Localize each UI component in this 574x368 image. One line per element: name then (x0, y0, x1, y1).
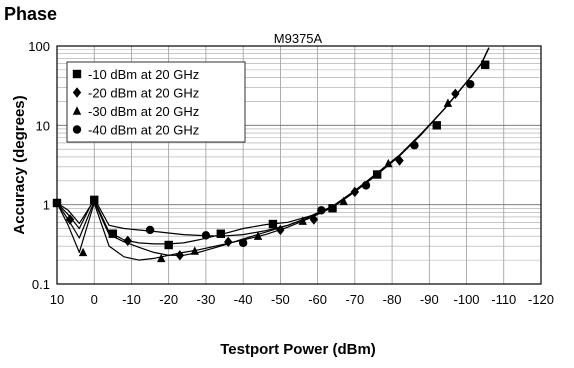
series-layer (52, 47, 490, 263)
x-tick-label: -120 (528, 292, 554, 307)
circle-marker (238, 238, 248, 248)
circle-marker (466, 79, 475, 89)
y-axis-label: Accuracy (degrees) (11, 95, 28, 234)
tick-labels: 10 0 -10 -20 -30 -40 -50 -60 -70 -80 -90 -100 -110 -1… (28, 39, 554, 307)
legend-label: -30 dBm at 20 GHz (88, 104, 199, 119)
diamond-marker (123, 235, 132, 247)
chart-subtitle: M9375A (274, 31, 323, 46)
legend-box (66, 61, 246, 143)
circle-marker (201, 231, 211, 240)
square-marker (328, 204, 337, 213)
square-marker (90, 195, 99, 205)
diamond-marker (72, 87, 82, 98)
legend: -10 dBm at 20 GHz -20 dBm at 20 GHz -30 dB… (66, 61, 246, 143)
series-4 (52, 47, 490, 248)
x-tick-label: -80 (383, 292, 402, 307)
y-tick-label: 10 (36, 118, 50, 133)
x-tick-label: -70 (345, 292, 364, 307)
chart-title: Phase (4, 4, 57, 24)
x-tick-label: -50 (271, 292, 290, 307)
x-tick-label: -30 (197, 292, 216, 307)
y-tick-label: 1 (43, 198, 50, 213)
triangle-marker (157, 253, 166, 263)
x-tick-label: 10 (50, 292, 64, 307)
diamond-marker (175, 250, 185, 261)
circle-marker (72, 125, 82, 134)
triangle-marker (298, 216, 307, 225)
circle-marker (410, 141, 419, 150)
x-tick-label: -20 (159, 292, 178, 307)
y-tick-label: 100 (28, 39, 50, 54)
diamond-marker (451, 88, 460, 99)
circle-marker (145, 225, 155, 235)
square-marker (108, 229, 118, 238)
circle-marker (361, 181, 371, 190)
x-tick-label: -10 (122, 292, 141, 307)
series-line (56, 47, 490, 237)
x-tick-label: -40 (234, 292, 253, 307)
diamond-marker (224, 236, 233, 248)
square-marker (216, 229, 226, 238)
x-tick-label: 0 (91, 292, 98, 307)
diamond-marker (65, 214, 75, 225)
legend-label: -20 dBm at 20 GHz (88, 86, 199, 101)
x-tick-label: -100 (454, 292, 480, 307)
square-marker (268, 219, 278, 229)
square-marker (480, 60, 490, 69)
square-marker (72, 69, 82, 79)
triangle-marker (78, 247, 88, 257)
square-marker (432, 121, 441, 130)
circle-marker (317, 206, 326, 215)
triangle-marker (253, 231, 263, 240)
plot-area-border (56, 45, 542, 285)
triangle-marker (190, 246, 199, 255)
legend-label: -10 dBm at 20 GHz (88, 67, 199, 82)
x-tick-label: -110 (491, 292, 516, 307)
square-marker (164, 240, 173, 250)
x-tick-label: -90 (420, 292, 439, 307)
x-axis-label: Testport Power (dBm) (220, 341, 376, 358)
legend-label: -40 dBm at 20 GHz (88, 123, 199, 138)
triangle-marker (72, 106, 82, 115)
y-tick-label: 0.1 (32, 277, 50, 292)
triangle-marker (443, 98, 453, 107)
triangle-marker (339, 196, 348, 206)
x-tick-label: -60 (308, 292, 327, 307)
